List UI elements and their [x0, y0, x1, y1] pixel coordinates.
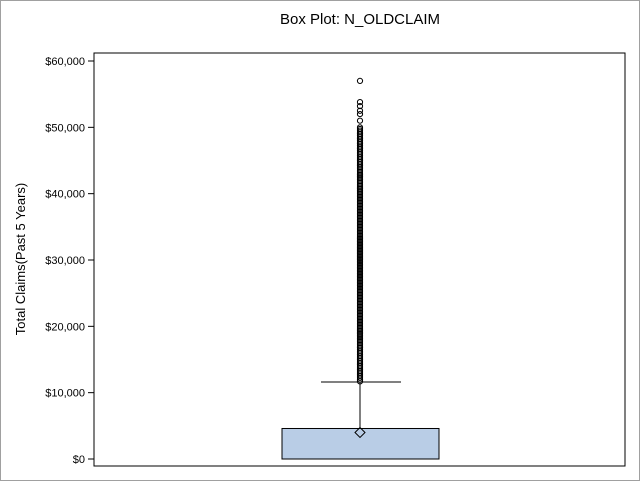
- y-tick-label: $30,000: [45, 255, 85, 267]
- y-axis-label: Total Claims(Past 5 Years): [13, 183, 28, 335]
- y-tick-label: $10,000: [45, 388, 85, 400]
- y-axis-ticks: $0 $10,000 $20,000 $30,000 $40,000 $50,000 $60…: [45, 56, 94, 466]
- outlier-point: [356, 99, 364, 106]
- outlier-point: [356, 117, 364, 124]
- outlier-point: [356, 77, 364, 85]
- chart-title: Box Plot: N_OLDCLAIM: [280, 11, 440, 28]
- outlier-point: [356, 103, 364, 110]
- mean-marker: [354, 426, 366, 439]
- outlier-point: [356, 107, 364, 114]
- y-tick-label: $20,000: [45, 321, 85, 333]
- y-tick-label: $40,000: [45, 189, 85, 201]
- y-tick-label: $50,000: [45, 122, 85, 134]
- interquartile-box: [281, 427, 440, 460]
- y-tick-label: $60,000: [45, 56, 85, 68]
- outlier-point: [356, 110, 364, 118]
- outlier-points: [356, 77, 364, 385]
- y-tick-label: $0: [73, 454, 85, 466]
- outlier-point: [356, 124, 364, 131]
